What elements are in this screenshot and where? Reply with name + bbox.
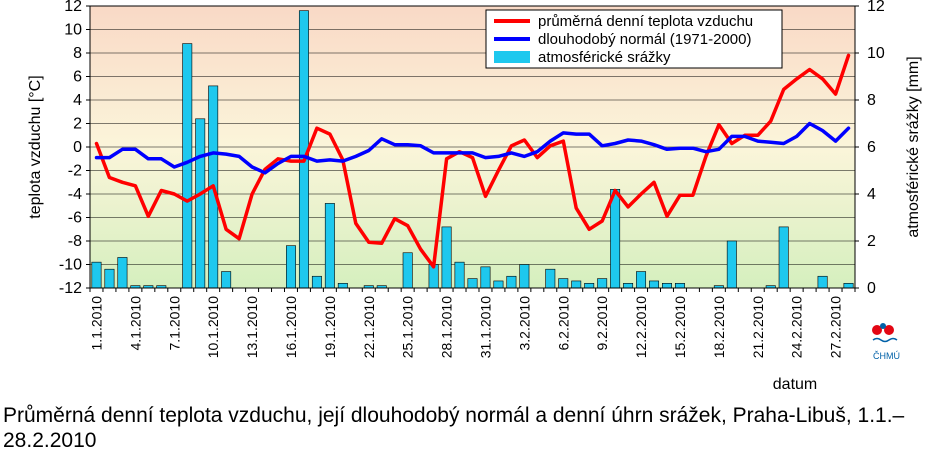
precip-bar (571, 280, 582, 289)
x-tick-label: 31.1.2010 (478, 296, 494, 358)
y-axis-left-label: teplota vzduchu [°C] (27, 75, 44, 218)
y-tick-label-left: 12 (64, 0, 82, 15)
precip-bar (597, 278, 608, 289)
y-tick-label-left: -8 (68, 233, 82, 250)
x-tick-label: 1.1.2010 (89, 296, 105, 351)
chmu-logo-label: ČHMÚ (873, 351, 900, 361)
precip-bar (480, 266, 491, 289)
precip-bar (636, 271, 647, 289)
precip-bar (117, 257, 128, 289)
precip-bar (467, 278, 478, 289)
precip-bar (182, 43, 193, 289)
y-tick-label-right: 0 (867, 280, 876, 297)
x-tick-label: 25.1.2010 (400, 296, 416, 358)
x-tick-label: 9.2.2010 (594, 296, 610, 351)
y-axis-right-label: atmosférické srážky [mm] (905, 56, 922, 237)
precip-bar (441, 226, 452, 289)
x-tick-label: 6.2.2010 (555, 296, 571, 351)
precip-bar (195, 118, 206, 289)
x-tick-label: 4.1.2010 (127, 296, 143, 351)
y-tick-label-left: 2 (73, 116, 82, 133)
precip-bar (519, 264, 530, 289)
y-tick-label-right: 6 (867, 139, 876, 156)
y-tick-label-right: 10 (867, 45, 885, 62)
precip-bar (584, 282, 595, 289)
y-tick-label-left: 6 (73, 69, 82, 86)
x-axis-label: datum (773, 376, 817, 393)
chmu-logo-icon (872, 323, 898, 343)
x-tick-label: 16.1.2010 (283, 296, 299, 358)
y-tick-label-left: -12 (59, 280, 82, 297)
x-tick-label: 10.1.2010 (205, 296, 221, 358)
x-tick-label: 22.1.2010 (361, 296, 377, 358)
precip-bar (545, 268, 556, 289)
precip-bar (104, 268, 115, 289)
y-axis-right: 0 2 4 6 8 10 12 (855, 0, 885, 297)
x-tick-label: 28.1.2010 (439, 296, 455, 358)
y-tick-label-right: 2 (867, 233, 876, 250)
y-tick-label-left: -2 (68, 163, 82, 180)
precip-bar (610, 189, 621, 289)
precip-bar (506, 275, 517, 289)
precip-bar (402, 252, 413, 289)
x-tick-label: 21.2.2010 (750, 296, 766, 358)
x-tick-label: 27.2.2010 (828, 296, 844, 358)
precip-bar (337, 282, 348, 289)
precip-bar (324, 203, 335, 289)
legend-temp-label: průměrná denní teplota vzduchu (538, 13, 753, 30)
precip-bar (726, 240, 737, 289)
precip-bar (454, 261, 465, 289)
y-axis-left: -12 -10 -8 -6 -4 -2 0 2 4 6 8 10 12 (59, 0, 90, 297)
series-lines (94, 53, 851, 269)
precip-bar (817, 275, 828, 289)
chart: -12 -10 -8 -6 -4 -2 0 2 4 6 8 10 12 0 2 4 6 8 10 12 1.1.20… (27, 0, 922, 393)
precip-bar (662, 282, 672, 289)
x-tick-label: 12.2.2010 (633, 296, 649, 358)
x-tick-label: 7.1.2010 (166, 296, 182, 351)
y-tick-label-left: 10 (64, 22, 82, 39)
x-tick-label: 3.2.2010 (516, 296, 532, 351)
precip-bar (558, 278, 569, 289)
precip-bar (221, 271, 232, 289)
y-tick-label-left: -4 (68, 186, 82, 203)
y-tick-label-left: -10 (59, 257, 82, 274)
y-tick-label-left: 0 (73, 139, 82, 156)
precip-bar (623, 282, 634, 289)
y-tick-label-right: 4 (867, 186, 876, 203)
y-tick-label-left: -6 (68, 210, 82, 227)
precip-bar (311, 275, 322, 289)
figure-caption: Průměrná denní teplota vzduchu, její dlo… (3, 404, 905, 452)
x-tick-label: 24.2.2010 (789, 296, 805, 358)
x-axis: 1.1.2010 4.1.2010 7.1.2010 10.1.2010 13.1.20… (89, 288, 856, 358)
x-tick-label: 15.2.2010 (672, 296, 688, 358)
legend-precip-swatch (494, 51, 530, 63)
precip-bar (91, 261, 102, 289)
precip-bar (649, 280, 659, 289)
y-tick-label-right: 8 (867, 92, 876, 109)
legend-box (485, 9, 783, 69)
legend-normal-label: dlouhodobý normál (1971-2000) (538, 31, 751, 48)
x-tick-label: 19.1.2010 (322, 296, 338, 358)
y-tick-label-right: 12 (867, 0, 885, 15)
precip-bar (674, 282, 685, 289)
precip-bar (286, 245, 296, 289)
legend-precip-label: atmosférické srážky (538, 49, 671, 66)
precip-bar (843, 282, 854, 289)
y-tick-label-left: 8 (73, 45, 82, 62)
x-tick-label: 13.1.2010 (244, 296, 260, 358)
normal-line (94, 121, 851, 175)
legend: průměrná denní teplota vzduchu dlouhodob… (485, 9, 783, 69)
precip-bar (493, 280, 504, 289)
y-tick-label-left: 4 (73, 92, 82, 109)
precip-bar (778, 226, 789, 289)
x-tick-label: 18.2.2010 (711, 296, 727, 358)
temperature-line (94, 53, 851, 269)
